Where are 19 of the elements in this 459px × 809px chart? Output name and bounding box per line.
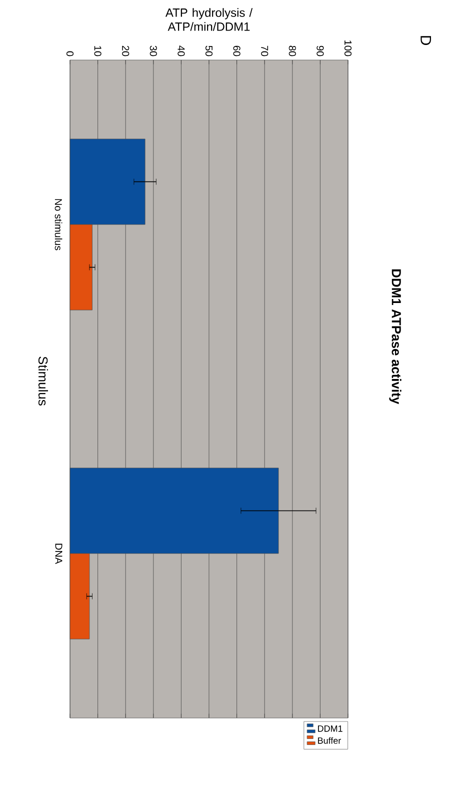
x-tick-label: 90 (316, 46, 324, 56)
x-tick-label: 30 (150, 46, 157, 56)
legend-label: DDM1 (318, 725, 342, 732)
x-tick-label: 0 (66, 51, 74, 56)
x-tick-label: 60 (233, 46, 240, 56)
x-tick-label: 20 (122, 46, 130, 56)
x-tick-label: 70 (261, 46, 268, 56)
legend-label: Buffer (318, 737, 342, 744)
x-tick-label: 40 (178, 46, 185, 56)
x-tick-label: 80 (288, 46, 296, 56)
y-axis-title: Stimulus (38, 356, 48, 406)
y-tick-label: No stimulus (54, 199, 62, 250)
text: D (420, 36, 431, 45)
x-tick-label: 100 (344, 40, 352, 56)
x-tick-label: 50 (205, 46, 213, 56)
y-tick-label: DNA (55, 544, 62, 564)
x-axis-title: ATP hydrolysis / ATP/min/DDM1 (165, 8, 253, 31)
x-tick-label: 10 (94, 46, 102, 56)
text: DDM1 ATPase activity (389, 269, 402, 404)
